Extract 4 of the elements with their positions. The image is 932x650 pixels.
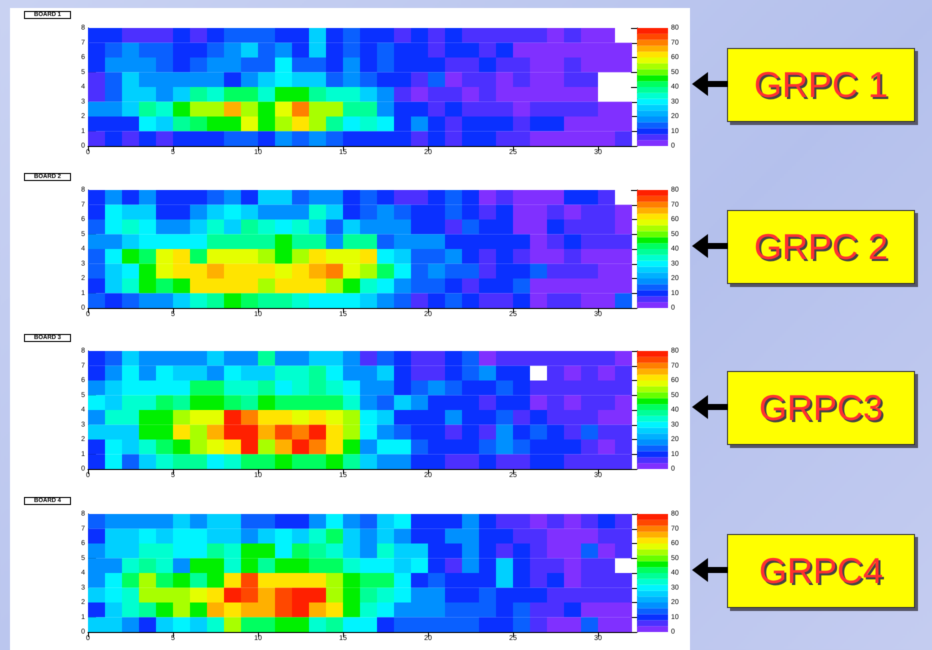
text: GRPC3 — [727, 371, 915, 445]
text: GRPC 1 — [727, 48, 915, 122]
text: GRPC 2 — [727, 210, 915, 284]
text: GRPC4 — [727, 534, 915, 608]
